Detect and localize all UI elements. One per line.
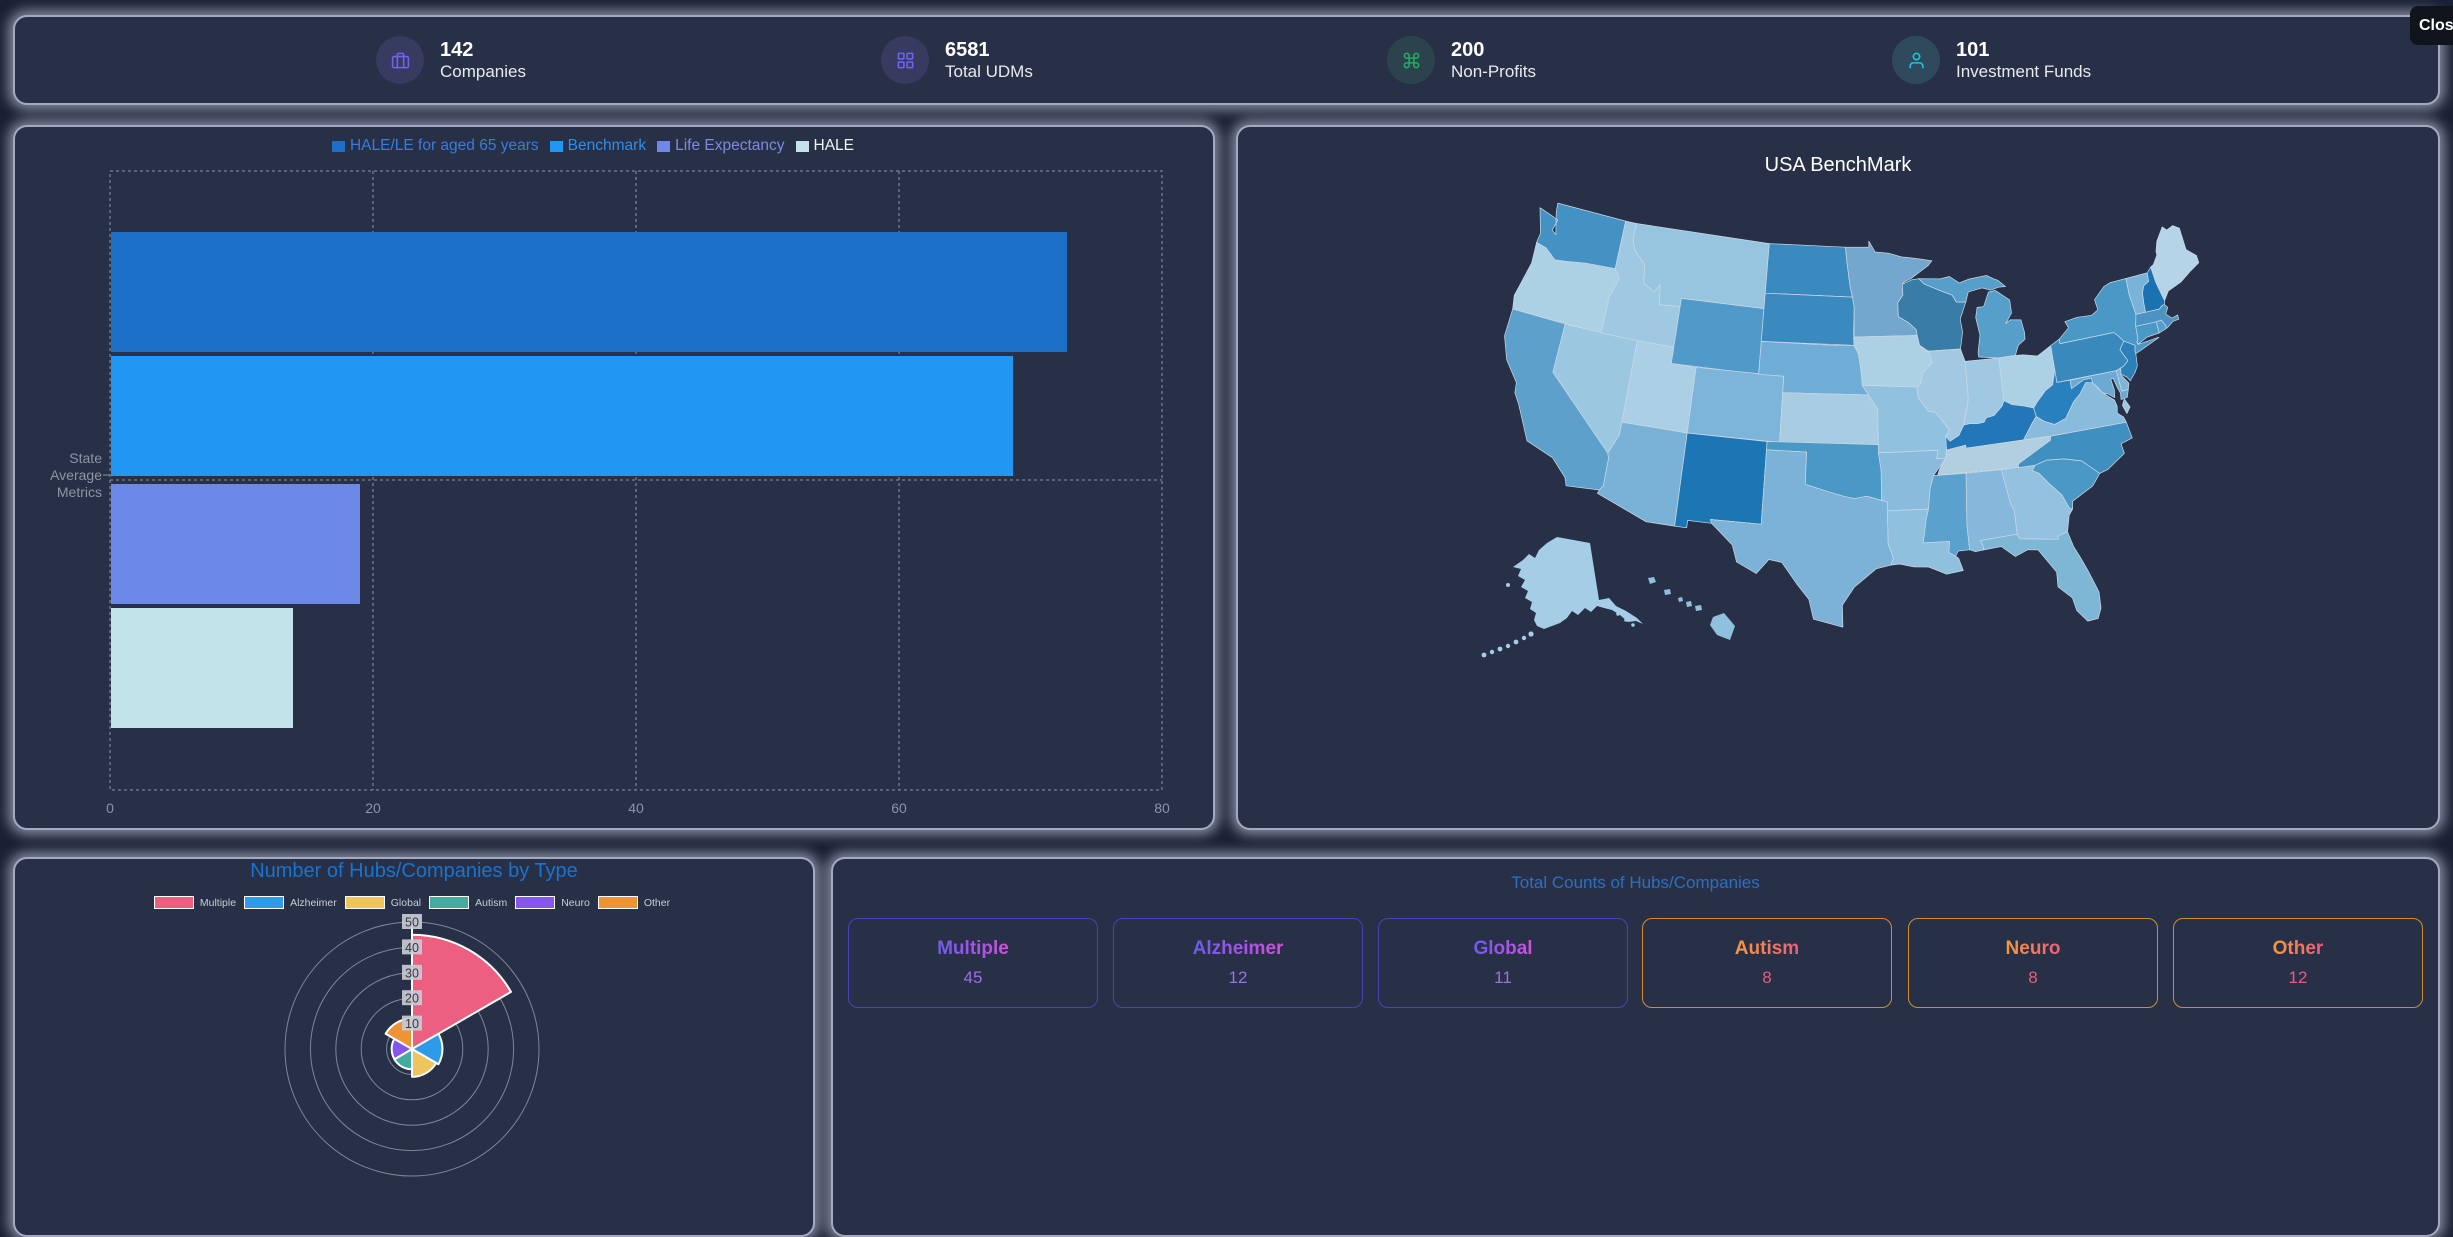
svg-text:40: 40	[628, 800, 644, 816]
svg-text:0: 0	[106, 800, 114, 816]
svg-text:80: 80	[1154, 800, 1170, 816]
svg-text:20: 20	[405, 992, 419, 1006]
svg-text:Metrics: Metrics	[57, 484, 102, 500]
svg-text:20: 20	[365, 800, 381, 816]
svg-text:60: 60	[891, 800, 907, 816]
svg-text:10: 10	[405, 1017, 419, 1031]
svg-text:Average: Average	[50, 467, 102, 483]
svg-text:30: 30	[405, 966, 419, 980]
svg-text:50: 50	[405, 916, 419, 930]
svg-text:State: State	[69, 450, 102, 466]
svg-text:40: 40	[405, 941, 419, 955]
